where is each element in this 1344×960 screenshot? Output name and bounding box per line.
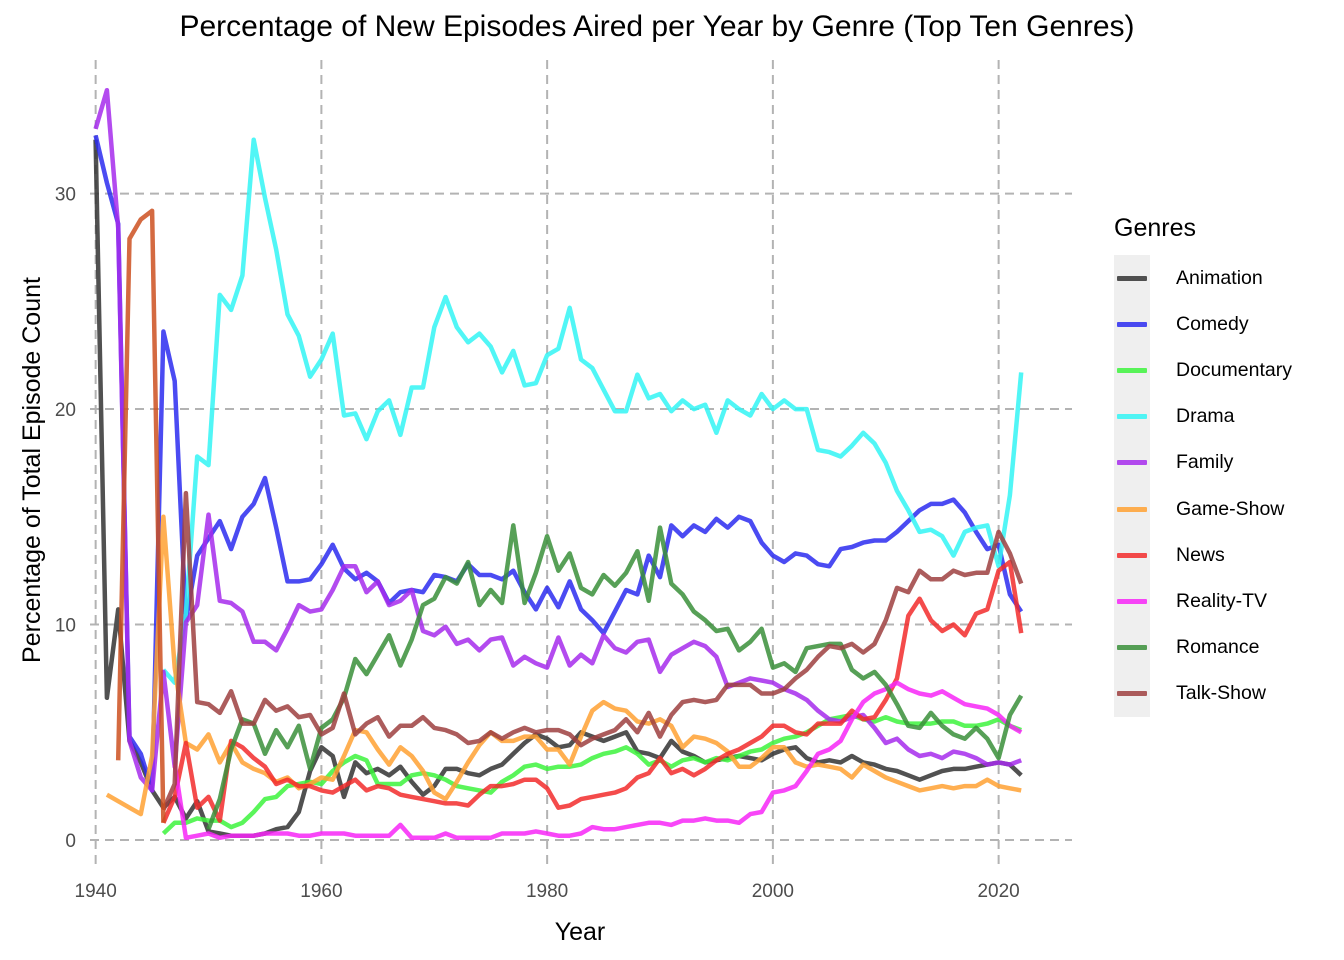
series-line-reality-tv — [172, 680, 1023, 841]
x-tick-label: 2000 — [752, 881, 794, 902]
x-tick-label: 1940 — [75, 881, 117, 902]
y-tick-label: 10 — [55, 616, 76, 637]
legend-title: Genres — [1114, 214, 1196, 242]
legend-swatch — [1117, 552, 1147, 558]
legend-label: Animation — [1176, 266, 1263, 289]
legend-item: News — [1114, 532, 1225, 578]
x-tick-label: 1980 — [526, 881, 568, 902]
x-tick-label: 1960 — [300, 881, 342, 902]
series-layer — [93, 87, 1024, 841]
legend-label: Talk-Show — [1176, 682, 1266, 705]
series-line-family — [93, 87, 1023, 793]
legend-label: Game-Show — [1176, 497, 1285, 520]
legend-swatch — [1117, 645, 1147, 651]
series-line-comedy — [93, 134, 1024, 793]
legend-label: Reality-TV — [1176, 589, 1268, 612]
legend-swatch — [1117, 275, 1147, 281]
legend-label: Documentary — [1176, 358, 1292, 381]
y-tick-label: 20 — [55, 400, 76, 421]
legend-item: Game-Show — [1114, 486, 1284, 532]
legend-swatch — [1117, 367, 1147, 373]
legend-swatch — [1117, 598, 1147, 604]
legend-key-box: Animation Comedy Documentary Drama Family Gam… — [1114, 255, 1292, 717]
y-axis-title: Percentage of Total Episode Count — [18, 277, 46, 663]
legend: Genres Animation Comedy Documentary Drama Fa… — [1114, 214, 1292, 717]
legend-label: Romance — [1176, 636, 1260, 659]
x-tick-label: 2020 — [977, 881, 1019, 902]
series-line-unlabeled — [115, 208, 166, 823]
legend-swatch — [1117, 691, 1147, 697]
legend-item: Family — [1114, 440, 1233, 486]
chart-title: Percentage of New Episodes Aired per Yea… — [179, 10, 1135, 43]
legend-swatch — [1117, 506, 1147, 512]
legend-item: Drama — [1114, 394, 1235, 440]
legend-item: Reality-TV — [1114, 578, 1267, 624]
series-line-documentary — [161, 712, 1023, 836]
legend-label: Drama — [1176, 405, 1235, 428]
legend-item: Documentary — [1114, 347, 1292, 393]
series-line-talk-show — [161, 490, 1024, 811]
series-line-game-show — [105, 514, 1022, 817]
x-axis-title: Year — [555, 918, 606, 946]
legend-label: Family — [1176, 451, 1234, 474]
legend-swatch — [1117, 460, 1147, 466]
series-line-drama — [161, 137, 1024, 685]
legend-item: Comedy — [1114, 301, 1249, 347]
legend-label: Comedy — [1176, 312, 1249, 335]
legend-item: Talk-Show — [1114, 671, 1266, 717]
legend-label: News — [1176, 543, 1225, 566]
legend-swatch — [1117, 414, 1147, 420]
series-line-news — [161, 559, 1024, 824]
y-tick-label: 0 — [65, 831, 76, 852]
legend-swatch — [1117, 321, 1147, 327]
legend-item: Romance — [1114, 625, 1259, 671]
tick-labels: 1940 1960 1980 2000 2020 0 10 20 30 — [55, 185, 1020, 902]
legend-item: Animation — [1114, 255, 1263, 301]
y-tick-label: 30 — [55, 185, 76, 206]
